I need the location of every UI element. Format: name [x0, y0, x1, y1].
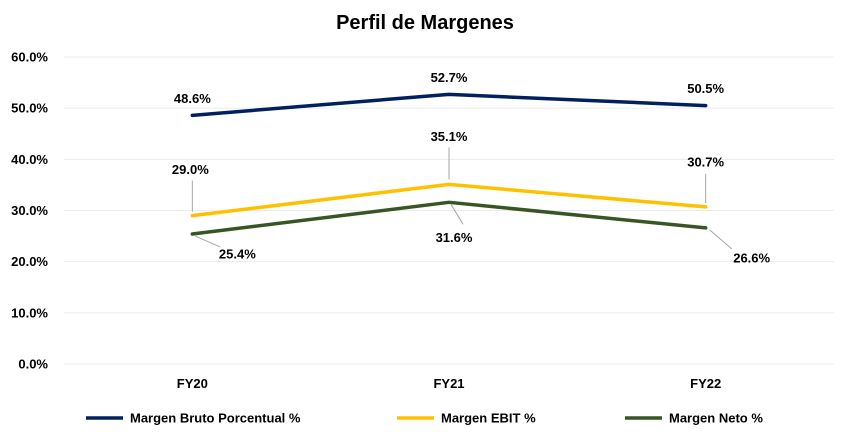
data-label: 48.6%	[174, 91, 211, 106]
y-tick-label: 10.0%	[11, 305, 48, 320]
series-line	[190, 182, 708, 218]
y-axis-ticks: 0.0% 10.0% 20.0% 30.0% 40.0% 50.0% 60.0%	[11, 50, 48, 372]
y-tick-label: 50.0%	[11, 101, 48, 116]
chart-title: Perfil de Margenes	[336, 12, 514, 34]
y-tick-label: 0.0%	[18, 357, 48, 372]
data-label: 26.6%	[733, 250, 770, 265]
data-label: 31.6%	[436, 230, 473, 245]
y-tick-label: 20.0%	[11, 254, 48, 269]
legend: Margen Bruto Porcentual % Margen EBIT % Ma…	[86, 411, 763, 426]
x-tick-label: FY20	[177, 376, 208, 391]
x-tick-label: FY21	[433, 376, 464, 391]
data-label: 50.5%	[687, 81, 724, 96]
data-label: 52.7%	[431, 70, 468, 85]
series-lines	[190, 92, 708, 236]
series-line	[190, 200, 708, 236]
legend-label: Margen Bruto Porcentual %	[130, 411, 301, 426]
data-label: 35.1%	[431, 129, 468, 144]
y-tick-label: 40.0%	[11, 152, 48, 167]
data-labels: 48.6% 52.7% 50.5% 29.0% 35.1% 30.7% 25.4% 31.6%…	[172, 70, 771, 266]
legend-label: Margen Neto %	[669, 411, 763, 426]
label-leader-line	[195, 235, 221, 248]
y-tick-label: 60.0%	[11, 50, 48, 65]
legend-label: Margen EBIT %	[441, 411, 536, 426]
data-label: 25.4%	[219, 247, 256, 262]
x-tick-label: FY22	[690, 376, 721, 391]
data-label: 29.0%	[172, 162, 209, 177]
y-tick-label: 30.0%	[11, 203, 48, 218]
data-label: 30.7%	[687, 154, 724, 169]
x-axis-ticks: FY20 FY21 FY22	[177, 376, 721, 391]
label-leader-line	[709, 229, 732, 250]
label-leader-line	[450, 204, 464, 225]
series-line	[190, 92, 708, 118]
